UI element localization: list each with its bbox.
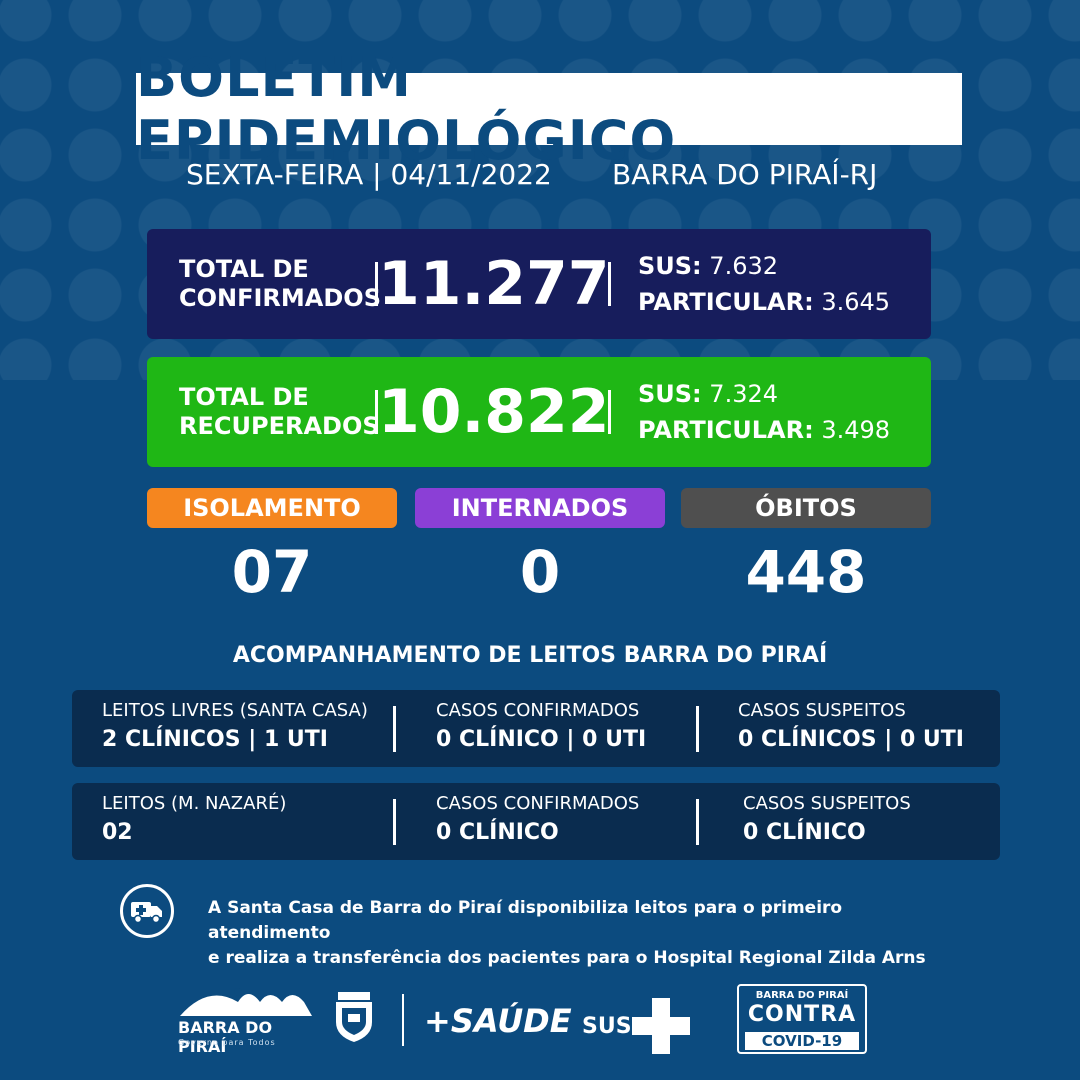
- info-note-line1: A Santa Casa de Barra do Piraí disponibi…: [208, 898, 843, 943]
- barra-do-pirai-logo: BARRA DO PIRAÍ Governo para Todos: [178, 982, 318, 1056]
- confirmed-private-value: 3.645: [821, 288, 891, 316]
- mais-saude-logo: +SAÚDE: [424, 1002, 572, 1040]
- page-title-text: BOLETIM EPIDEMIOLÓGICO: [136, 46, 677, 172]
- divider: [696, 706, 699, 752]
- sus-logo-text: SUS: [582, 1014, 632, 1039]
- deaths-badge: ÓBITOS: [681, 488, 931, 528]
- confirmed-card: TOTAL DE CONFIRMADOS 11.277 SUS: 7.632 P…: [147, 229, 931, 339]
- info-note: A Santa Casa de Barra do Piraí disponibi…: [208, 896, 968, 971]
- recovered-label-line1: TOTAL DE: [179, 383, 309, 411]
- divider: [375, 390, 378, 434]
- bed-caption: LEITOS (M. NAZARÉ): [102, 793, 287, 814]
- covid-logo-top: BARRA DO PIRAÍ: [755, 990, 849, 1001]
- divider: [375, 262, 378, 306]
- recovered-label: TOTAL DE RECUPERADOS: [147, 383, 380, 441]
- info-note-line2: e realiza a transferência dos pacientes …: [208, 948, 926, 968]
- bed-caption: LEITOS LIVRES (SANTA CASA): [102, 700, 368, 721]
- isolation-count: 07: [231, 538, 313, 606]
- sus-cross-icon: [628, 996, 694, 1056]
- beds-suspected-cases: CASOS SUSPEITOS 0 CLÍNICOS | 0 UTI: [738, 700, 964, 758]
- ambulance-icon: [120, 884, 174, 938]
- beds-suspected-cases: CASOS SUSPEITOS 0 CLÍNICO: [743, 793, 911, 851]
- recovered-sus-label: SUS:: [638, 380, 702, 408]
- divider: [393, 799, 396, 845]
- beds-confirmed-cases: CASOS CONFIRMADOS 0 CLÍNICO | 0 UTI: [436, 700, 646, 758]
- footer-logos: BARRA DO PIRAÍ Governo para Todos +SAÚDE…: [0, 978, 1080, 1058]
- bed-value: 0 CLÍNICO: [743, 820, 866, 845]
- bulletin-location: BARRA DO PIRAÍ-RJ: [612, 158, 878, 191]
- divider: [402, 994, 404, 1046]
- recovered-label-line2: RECUPERADOS: [179, 412, 380, 440]
- barra-logo-tagline: Governo para Todos: [178, 1038, 276, 1047]
- beds-free-santa-casa: LEITOS LIVRES (SANTA CASA) 2 CLÍNICOS | …: [102, 700, 368, 758]
- beds-m-nazare: LEITOS (M. NAZARÉ) 02: [102, 793, 286, 851]
- confirmed-sus-value: 7.632: [709, 252, 779, 280]
- beds-m-nazare-row: LEITOS (M. NAZARÉ) 02 CASOS CONFIRMADOS …: [72, 783, 1000, 860]
- bed-caption: CASOS CONFIRMADOS: [436, 700, 640, 721]
- city-skyline-graphic: [180, 988, 312, 1016]
- confirmed-private-label: PARTICULAR:: [638, 288, 814, 316]
- recovered-card: TOTAL DE RECUPERADOS 10.822 SUS: 7.324 P…: [147, 357, 931, 467]
- deaths-count: 448: [745, 538, 867, 606]
- recovered-private-label: PARTICULAR:: [638, 416, 814, 444]
- isolation-badge: ISOLAMENTO: [147, 488, 397, 528]
- recovered-total: 10.822: [378, 377, 610, 447]
- recovered-sus-value: 7.324: [709, 380, 779, 408]
- confirmed-label: TOTAL DE CONFIRMADOS: [147, 255, 381, 313]
- city-crest-icon: [330, 990, 378, 1044]
- covid-logo-mid: CONTRA: [747, 1002, 857, 1027]
- confirmed-sus-label: SUS:: [638, 252, 702, 280]
- confirmed-label-line2: CONFIRMADOS: [179, 284, 381, 312]
- bed-value: 0 CLÍNICOS | 0 UTI: [738, 727, 964, 752]
- bed-caption: CASOS SUSPEITOS: [743, 793, 911, 814]
- bulletin-date: SEXTA-FEIRA | 04/11/2022: [186, 158, 552, 191]
- bed-value: 0 CLÍNICO | 0 UTI: [436, 727, 647, 752]
- covid-logo-bottom: COVID-19: [745, 1032, 859, 1050]
- bed-value: 2 CLÍNICOS | 1 UTI: [102, 727, 328, 752]
- divider: [393, 706, 396, 752]
- beds-santa-casa-row: LEITOS LIVRES (SANTA CASA) 2 CLÍNICOS | …: [72, 690, 1000, 767]
- contra-covid-logo: BARRA DO PIRAÍ CONTRA COVID-19: [737, 984, 867, 1054]
- bed-value: 02: [102, 820, 133, 845]
- confirmed-label-line1: TOTAL DE: [179, 255, 309, 283]
- hospitalized-count: 0: [519, 538, 561, 606]
- recovered-breakdown: SUS: 7.324 PARTICULAR: 3.498: [611, 376, 890, 448]
- bed-caption: CASOS SUSPEITOS: [738, 700, 906, 721]
- confirmed-total: 11.277: [378, 249, 610, 319]
- barra-logo-name: BARRA DO PIRAÍ: [178, 1018, 273, 1056]
- divider: [608, 390, 611, 434]
- beds-section-title: ACOMPANHAMENTO DE LEITOS BARRA DO PIRAÍ: [232, 643, 828, 668]
- confirmed-breakdown: SUS: 7.632 PARTICULAR: 3.645: [611, 248, 890, 320]
- divider: [696, 799, 699, 845]
- hospitalized-badge: INTERNADOS: [415, 488, 665, 528]
- bed-value: 0 CLÍNICO: [436, 820, 559, 845]
- bed-caption: CASOS CONFIRMADOS: [436, 793, 640, 814]
- page-title: BOLETIM EPIDEMIOLÓGICO: [136, 46, 962, 172]
- beds-confirmed-cases: CASOS CONFIRMADOS 0 CLÍNICO: [436, 793, 639, 851]
- divider: [608, 262, 611, 306]
- recovered-private-value: 3.498: [821, 416, 891, 444]
